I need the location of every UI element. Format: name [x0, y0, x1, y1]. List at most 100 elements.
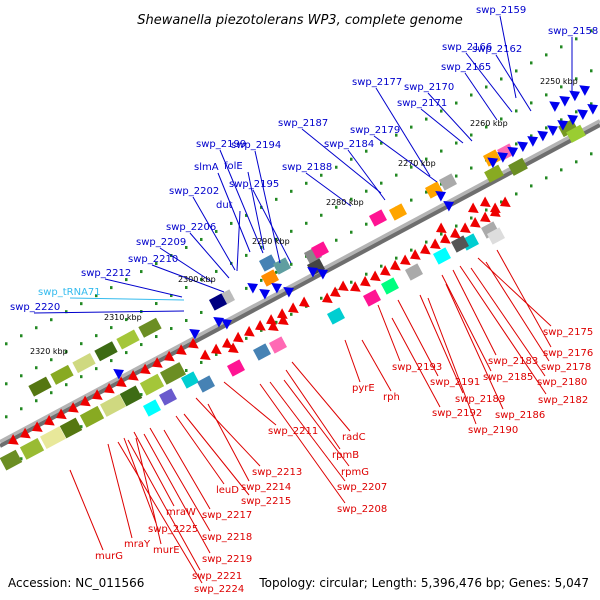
- reverse-gene-arrow: [80, 395, 91, 407]
- reverse-gene-arrow: [200, 349, 211, 361]
- feature-box: [368, 209, 388, 227]
- forward-gene-label: swp_2159: [476, 5, 526, 16]
- forward-gene-arrow: [247, 282, 258, 294]
- forward-gene-label: slmA: [194, 162, 219, 173]
- feature-box: [180, 371, 200, 389]
- ruler-dot: [440, 232, 443, 236]
- reverse-gene-label: swp_2176: [543, 348, 593, 359]
- reverse-gene-label: swp_2193: [392, 362, 442, 373]
- ruler-dot: [590, 69, 593, 73]
- reverse-leader-line: [133, 431, 175, 507]
- reverse-gene-arrow: [390, 259, 401, 271]
- forward-leader-line: [217, 172, 251, 253]
- reverse-gene-label: swp_2217: [202, 510, 252, 521]
- ruler-dot: [170, 294, 173, 298]
- ruler-dot: [245, 336, 248, 340]
- ruler-label: 2310 kbp: [104, 313, 142, 322]
- reverse-leader-line: [496, 249, 552, 348]
- ruler-dot: [260, 328, 263, 332]
- ruler-dot: [500, 200, 503, 204]
- reverse-leader-line: [452, 269, 497, 356]
- ruler-dot: [485, 85, 488, 89]
- reverse-gene-arrow: [322, 292, 333, 304]
- gc-content-block: [59, 417, 83, 439]
- reverse-leader-line: [377, 304, 401, 362]
- forward-leader-line: [375, 87, 431, 177]
- ruler-dot: [515, 142, 518, 146]
- reverse-leader-line: [441, 274, 492, 372]
- ruler-dot: [140, 393, 143, 397]
- ruler-dot: [365, 189, 368, 193]
- forward-leader-line: [254, 150, 281, 264]
- ruler-dot: [5, 415, 8, 419]
- ruler-dot: [500, 117, 503, 121]
- ruler-label: 2320 kbp: [30, 347, 68, 356]
- reverse-gene-label: swp_2180: [537, 377, 587, 388]
- ruler-dot: [20, 334, 23, 338]
- ruler-dot: [530, 134, 533, 138]
- ruler-dot: [470, 166, 473, 170]
- feature-box: [260, 269, 280, 287]
- ruler-dot: [335, 165, 338, 169]
- reverse-leader-line: [470, 267, 546, 377]
- reverse-gene-label: swp_2218: [202, 532, 252, 543]
- forward-gene-arrow: [435, 190, 446, 202]
- ruler-dot: [380, 181, 383, 185]
- ruler-dot: [455, 141, 458, 145]
- reverse-leader-line: [175, 415, 225, 485]
- ruler-dot: [590, 152, 593, 156]
- forward-gene-label: swp_2179: [350, 125, 400, 136]
- reverse-gene-arrow: [140, 363, 151, 375]
- reverse-gene-label: swp_2183: [488, 356, 538, 367]
- reverse-gene-arrow: [440, 233, 451, 244]
- ruler-dot: [485, 208, 488, 212]
- reverse-leader-line: [361, 339, 392, 392]
- ruler-dot: [575, 37, 578, 41]
- ruler-dot: [170, 327, 173, 331]
- forward-gene-label: swp_2202: [169, 186, 219, 197]
- ruler-dot: [560, 118, 563, 122]
- reverse-leader-line: [149, 427, 211, 532]
- forward-gene-label: swp_2184: [324, 139, 374, 150]
- forward-gene-arrow: [189, 328, 200, 340]
- reverse-gene-arrow: [188, 337, 199, 349]
- forward-gene-arrow: [307, 266, 318, 278]
- reverse-gene-label: swp_2182: [538, 395, 588, 406]
- forward-leader-line: [347, 149, 386, 201]
- reverse-leader-line: [117, 441, 203, 584]
- reverse-gene-arrow: [20, 427, 31, 439]
- ruler-dot: [275, 270, 278, 274]
- forward-leader-line: [159, 247, 213, 283]
- ruler-dot: [410, 198, 413, 202]
- reverse-gene-arrow: [299, 296, 310, 308]
- reverse-leader-line: [459, 265, 547, 395]
- reverse-gene-arrow: [480, 211, 491, 223]
- reverse-leader-line: [207, 403, 250, 482]
- reverse-gene-label: rpmB: [332, 450, 359, 461]
- gene-arrows: [8, 85, 598, 445]
- reverse-gene-label: swp_2211: [268, 426, 318, 437]
- reverse-gene-arrow: [116, 376, 127, 387]
- gc-content-block: [99, 394, 127, 417]
- feature-box: [432, 247, 452, 265]
- ruler-dot: [425, 117, 428, 121]
- ruler-dot: [80, 375, 83, 379]
- reverse-gene-label: pyrE: [352, 383, 375, 394]
- ruler-dot: [320, 296, 323, 300]
- accession-text: Accession: NC_011566: [8, 576, 144, 590]
- forward-gene-label: swp_2212: [81, 268, 131, 279]
- ruler-dot: [425, 240, 428, 244]
- ruler-label: 2270 kbp: [398, 159, 436, 168]
- ruler-dot: [95, 294, 98, 298]
- ruler-dot: [560, 168, 563, 172]
- forward-gene-arrow: [567, 114, 578, 126]
- ruler-labels: 2250 kbp 2260 kbp 2270 kbp 2280 kbp 2290 kbp…: [30, 77, 578, 356]
- forward-gene-arrow: [283, 286, 294, 298]
- ruler-dot: [530, 61, 533, 65]
- forward-gene-arrow: [587, 104, 598, 115]
- ruler-dot: [35, 326, 38, 330]
- gc-content-block: [138, 317, 162, 338]
- ruler-dot: [380, 264, 383, 268]
- ruler-dot: [200, 277, 203, 281]
